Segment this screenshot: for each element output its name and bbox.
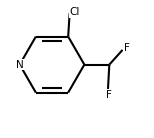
Text: F: F: [106, 90, 111, 100]
Text: Cl: Cl: [70, 7, 80, 17]
Text: F: F: [124, 43, 130, 53]
Text: N: N: [16, 60, 24, 70]
